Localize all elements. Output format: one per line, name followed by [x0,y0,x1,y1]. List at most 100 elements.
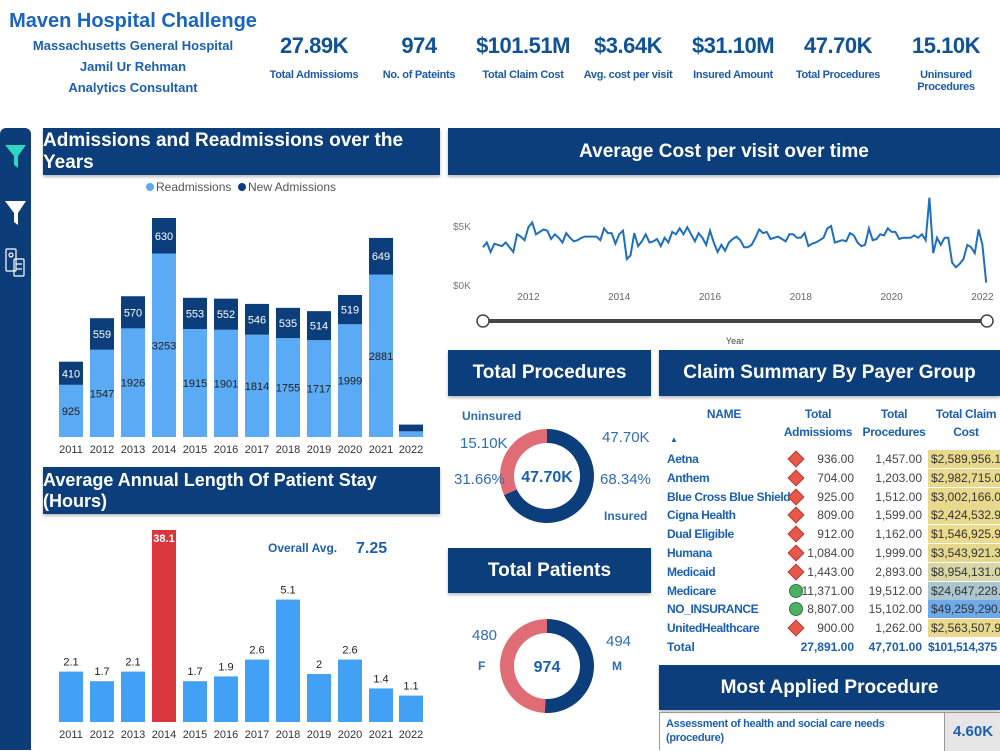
kpi-label: Total Claim Cost [482,69,564,81]
status-circle-icon [789,602,803,617]
bar-readmissions [214,329,238,437]
x-tick-label: 2011 [59,729,83,741]
admissions-value: 912.00 [817,527,854,542]
data-label-new-admissions: 519 [341,305,359,317]
table-row[interactable]: Blue Cross Blue Shield 925.00 1,512.00 $3,0… [662,487,1000,507]
x-tick-label: 2017 [245,729,269,741]
sidebar [0,128,31,750]
bar-readmissions [183,328,207,437]
kpi-label: No. of Pateints [382,69,456,81]
kpi-value: $101.51M [476,33,570,58]
data-label-readmissions: 1915 [183,378,207,390]
data-label-los: 1.7 [187,666,202,678]
kpi-value: 47.70K [804,33,872,58]
x-tick-label: 2018 [276,729,300,741]
claim-cost-value: $24,647,228.89 [928,581,1000,600]
x-tick-label: 2018 [790,292,813,303]
value-uninsured: 15.10K [460,435,508,452]
claim-panel-title: Claim Summary By Payer Group [659,350,1000,396]
table-row[interactable]: NO_INSURANCE 8,807.00 15,102.00 $49,259,290… [662,600,1000,619]
data-label-los: 2.6 [342,645,357,657]
bar-new-admissions [90,318,114,350]
claim-cost-value: $8,954,131.02 [928,562,1000,581]
data-label-readmissions: 1901 [214,378,238,390]
status-diamond-icon [787,619,805,637]
data-label-readmissions: 1717 [307,384,331,396]
table-row[interactable]: Anthem 704.00 1,203.00 $2,982,715.05 [662,468,1000,488]
most-applied-count: 4.60K [944,713,1000,751]
table-row[interactable]: Cigna Health 809.00 1,599.00 $2,424,532.96 [662,506,1000,525]
payer-name: Cigna Health [667,508,736,523]
y-tick-label: $5K [453,222,471,233]
year-slider-end-handle[interactable] [980,314,994,328]
bar-new-admissions [307,311,331,341]
status-diamond-icon [787,506,805,524]
data-label-los: 38.1 [153,533,174,545]
avg-cost-line [482,197,988,283]
table-row[interactable]: Humana 1,084.00 1,999.00 $3,543,921.36 [662,544,1000,563]
col-header-procedures[interactable]: Total Procedures [862,407,926,439]
author-name: Jamil Ur Rehman [79,59,187,74]
filter-icon[interactable] [5,201,26,225]
data-label-readmissions: 1814 [245,381,269,393]
calculator-icon[interactable] [5,248,25,277]
table-row[interactable]: Aetna 936.00 1,457.00 $2,589,956.1 [662,450,1000,469]
filter-active-icon[interactable] [5,145,26,168]
x-tick-label: 2022 [399,444,423,456]
author-role: Analytics Consultant [68,80,198,95]
procedures-value: 1,999.00 [875,546,922,560]
col-header-cost[interactable]: Total Claim Cost [935,407,997,439]
table-row[interactable]: UnitedHealthcare 900.00 1,262.00 $2,563,507… [662,619,1000,638]
bar-new-admissions [369,237,393,275]
x-tick-label: 2014 [152,444,176,456]
procedures-value: 19,512.00 [868,583,922,598]
x-tick-label: 2020 [338,729,362,741]
admissions-chart: Readmissions New Admissions 925 410 2011 1547… [59,180,423,456]
admissions-value: 1,443.00 [807,564,854,579]
bar-los [338,659,362,722]
kpi-label: Uninsured Procedures [917,69,975,93]
table-row[interactable]: Medicare 11,371.00 19,512.00 $24,647,228.89 [662,581,1000,601]
col-header-name[interactable]: NAME [706,407,742,421]
donut-slice-m [544,619,594,713]
x-tick-label: 2017 [245,444,269,456]
total-admissions: 27,891.00 [800,640,854,654]
bar-new-admissions [59,361,83,385]
kpi-value: $31.10M [691,33,775,58]
data-label-los: 1.9 [218,661,233,673]
legend-marker-new-admissions [238,183,246,191]
admissions-value: 704.00 [817,470,854,485]
admissions-panel-title: Admissions and Readmissions over the Yea… [43,128,440,175]
bar-new-admissions [183,297,207,329]
table-row[interactable]: Medicaid 1,443.00 2,893.00 $8,954,131.02 [662,562,1000,582]
x-tick-label: 2016 [214,444,238,456]
bar-new-admissions [245,303,269,335]
los-chart: 2.1 2011 1.7 2012 2.1 2013 38.1 2014 1.7 2015 1.9 2… [59,530,423,741]
col-header-admissions[interactable]: Total Admissioms [783,407,853,439]
procedures-value: 1,457.00 [875,452,922,466]
x-tick-label: 2013 [121,729,145,741]
bar-new-admissions [214,298,238,330]
procedures-value: 1,203.00 [875,470,922,485]
legend-female: F [478,659,485,673]
claim-cost-value: $3,002,166.01 [928,487,1000,506]
year-slider-start-handle[interactable] [476,314,490,328]
table-row[interactable]: Dual Eligible 912.00 1,162.00 $1,546,925.99 [662,525,1000,544]
claim-cost-value: $1,546,925.99 [928,525,1000,544]
data-label-new-admissions: 546 [248,314,266,326]
donut-center-label: 974 [534,659,561,676]
payer-name: Humana [667,546,712,560]
kpi-value: 27.89K [280,33,348,58]
percent-insured: 68.34% [600,471,651,488]
legend-male: M [612,659,622,673]
hospital-name: Massachusetts General Hospital [32,38,234,53]
payer-name: UnitedHealthcare [667,621,760,636]
legend-uninsured: Uninsured [462,409,521,423]
data-label-new-admissions: 559 [93,329,111,341]
bar-los [183,681,207,722]
sort-asc-icon[interactable]: ▲ [670,435,678,444]
dashboard-title: Maven Hospital Challenge [9,10,257,32]
claim-cost-value: $2,982,715.05 [928,468,1000,487]
data-label-readmissions: 925 [62,406,80,418]
x-tick-label: 2011 [59,444,83,456]
